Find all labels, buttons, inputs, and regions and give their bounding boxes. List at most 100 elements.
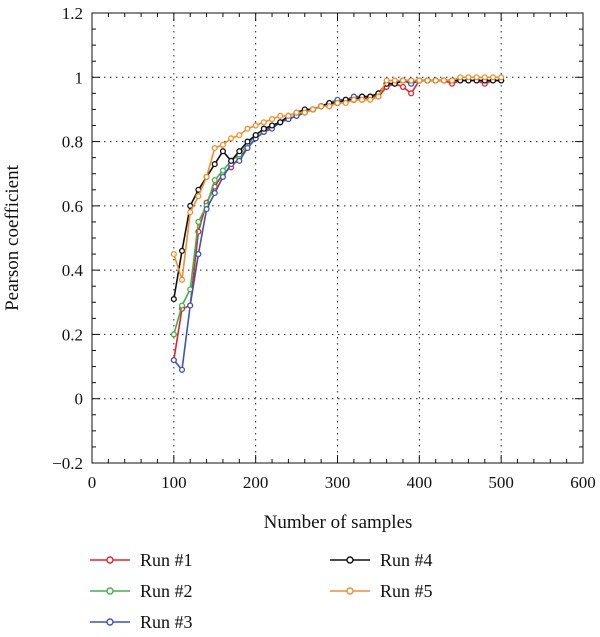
data-point [195, 251, 202, 258]
legend-swatch-marker [106, 556, 114, 564]
data-point [481, 74, 488, 81]
data-point [219, 173, 226, 180]
data-point [244, 138, 251, 145]
data-point [170, 251, 177, 258]
legend-swatch-marker [106, 587, 114, 595]
y-tick-label: 0.4 [62, 261, 84, 280]
data-point [358, 96, 366, 103]
data-point [498, 74, 505, 81]
data-point [211, 177, 218, 184]
y-tick-label: 1.2 [62, 4, 83, 23]
data-point [228, 135, 235, 142]
data-point [228, 157, 235, 164]
data-point [219, 141, 226, 148]
data-point [219, 167, 226, 174]
data-point [399, 83, 407, 90]
data-point [178, 366, 186, 373]
data-point [285, 112, 292, 119]
data-point [236, 148, 243, 155]
legend-item: Run #1 [90, 550, 193, 570]
data-point [170, 331, 177, 338]
data-point [399, 77, 407, 84]
legend-label: Run #5 [380, 581, 433, 601]
data-point [195, 193, 202, 200]
y-tick-label: 0.2 [62, 325, 83, 344]
legend-item: Run #5 [330, 581, 433, 601]
legend-swatch-marker [106, 618, 114, 626]
data-point [178, 276, 186, 283]
data-point [268, 116, 276, 123]
series-4 [170, 77, 505, 303]
legend-swatch-marker [346, 556, 354, 564]
y-axis-label: Pearson coefficient [2, 164, 23, 311]
data-point [465, 74, 472, 81]
data-point [367, 96, 374, 103]
x-tick-label: 0 [88, 473, 97, 492]
grid [92, 13, 583, 463]
data-point [203, 173, 210, 180]
data-point [211, 189, 218, 197]
legend-label: Run #1 [140, 550, 193, 570]
legend-item: Run #3 [90, 612, 193, 632]
data-point [489, 74, 497, 81]
data-point [383, 77, 390, 84]
data-point [408, 90, 415, 97]
x-tick-label: 300 [325, 473, 351, 492]
data-point [211, 144, 218, 152]
x-tick-label: 200 [243, 473, 269, 492]
tick-labels: 0 100 200 300 400 500 600 −0.2 0 0.2 0.4 0.6 0.8 1 1.2 [52, 4, 596, 492]
data-point [244, 125, 251, 132]
data-point [449, 77, 456, 84]
data-point [195, 218, 202, 225]
y-tick-label: 0.8 [62, 133, 83, 152]
data-point [268, 122, 276, 129]
data-point [260, 125, 267, 132]
data-point [219, 148, 226, 155]
axis-ticks [91, 12, 584, 464]
data-point [187, 302, 194, 309]
data-point [432, 77, 439, 84]
data-point [277, 119, 284, 126]
data-point [457, 74, 464, 81]
series-2 [170, 77, 505, 338]
data-point [350, 96, 357, 103]
y-tick-label: 0 [75, 390, 84, 409]
data-point [260, 119, 267, 126]
data-point [424, 77, 431, 84]
series-5 [170, 74, 505, 283]
data-point [301, 109, 308, 116]
legend-item: Run #2 [90, 581, 193, 601]
data-point [203, 206, 210, 213]
data-point [334, 99, 341, 107]
data-point [408, 77, 415, 84]
data-point [252, 132, 259, 139]
data-point [391, 77, 398, 84]
x-tick-label: 500 [488, 473, 514, 492]
data-point [211, 161, 218, 168]
x-tick-label: 600 [570, 473, 596, 492]
legend-swatch-marker [346, 587, 354, 595]
legend: Run #1 Run #2 Run #3 Run #4 Run #5 [90, 550, 433, 632]
data-point [170, 357, 177, 364]
data-point [244, 144, 251, 152]
data-point [236, 132, 243, 139]
y-tick-label: 0.6 [62, 197, 83, 216]
data-point [318, 103, 325, 110]
legend-item: Run #4 [330, 550, 433, 570]
data-point [170, 296, 177, 303]
legend-label: Run #4 [380, 550, 433, 570]
data-point [277, 112, 284, 119]
x-tick-label: 100 [161, 473, 187, 492]
data-point [342, 99, 349, 107]
series-lines [170, 74, 505, 373]
legend-label: Run #3 [140, 612, 193, 632]
data-point [473, 74, 480, 81]
x-axis-label: Number of samples [264, 512, 413, 533]
data-point [440, 77, 447, 84]
data-point [187, 209, 194, 216]
data-point [293, 109, 300, 116]
y-tick-label: −0.2 [52, 454, 83, 473]
data-point [416, 77, 423, 84]
x-tick-label: 400 [407, 473, 433, 492]
